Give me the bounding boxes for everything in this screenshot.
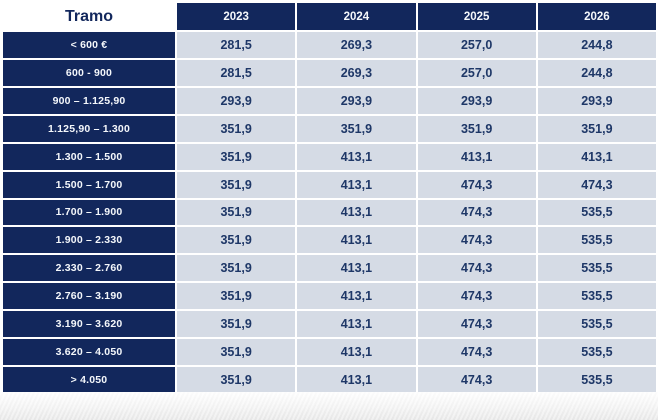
year-header: 2023 <box>177 3 296 30</box>
value-cell: 293,9 <box>297 87 416 114</box>
value-cell: 413,1 <box>297 227 416 254</box>
value-cell: 474,3 <box>537 171 656 198</box>
row-label: > 4.050 <box>3 367 175 393</box>
value-cell: 535,5 <box>537 227 656 254</box>
row-label: 1.125,90 – 1.300 <box>3 115 175 142</box>
value-cell: 293,9 <box>417 87 536 114</box>
value-cell: 351,9 <box>177 311 296 338</box>
row-label: 2.760 – 3.190 <box>3 283 175 310</box>
value-cell: 535,5 <box>537 311 656 338</box>
value-cell: 244,8 <box>537 32 656 58</box>
value-cell: 351,9 <box>177 227 296 254</box>
value-cell: 351,9 <box>177 339 296 366</box>
row-label: 2.330 – 2.760 <box>3 255 175 282</box>
value-cell: 351,9 <box>177 171 296 198</box>
value-cell: 535,5 <box>537 255 656 282</box>
value-cell: 474,3 <box>417 227 536 254</box>
value-cell: 351,9 <box>177 255 296 282</box>
value-cell: 293,9 <box>177 87 296 114</box>
value-cell: 535,5 <box>537 339 656 366</box>
value-cell: 535,5 <box>537 367 656 393</box>
row-label: 3.620 – 4.050 <box>3 339 175 366</box>
value-cell: 474,3 <box>417 199 536 226</box>
value-cell: 474,3 <box>417 339 536 366</box>
row-label: 900 – 1.125,90 <box>3 87 175 114</box>
value-cell: 281,5 <box>177 32 296 58</box>
value-cell: 474,3 <box>417 283 536 310</box>
value-cell: 257,0 <box>417 59 536 86</box>
year-header: 2026 <box>537 3 656 30</box>
value-cell: 474,3 <box>417 171 536 198</box>
value-cell: 293,9 <box>537 87 656 114</box>
value-cell: 413,1 <box>537 143 656 170</box>
value-cell: 413,1 <box>297 283 416 310</box>
row-label: 1.500 – 1.700 <box>3 171 175 198</box>
value-cell: 269,3 <box>297 32 416 58</box>
row-label: 1.700 – 1.900 <box>3 199 175 226</box>
value-cell: 351,9 <box>177 367 296 393</box>
value-cell: 535,5 <box>537 283 656 310</box>
value-cell: 413,1 <box>297 339 416 366</box>
value-cell: 351,9 <box>177 283 296 310</box>
value-cell: 474,3 <box>417 255 536 282</box>
value-cell: 244,8 <box>537 59 656 86</box>
value-cell: 413,1 <box>297 143 416 170</box>
value-cell: 413,1 <box>417 143 536 170</box>
value-cell: 413,1 <box>297 171 416 198</box>
value-cell: 351,9 <box>177 199 296 226</box>
value-cell: 413,1 <box>297 255 416 282</box>
table-corner-header: Tramo <box>3 3 175 30</box>
row-label: < 600 € <box>3 32 175 58</box>
value-cell: 281,5 <box>177 59 296 86</box>
tariff-table: Tramo 2023 2024 2025 2026 < 600 €281,5 269,3 2… <box>3 3 656 393</box>
value-cell: 535,5 <box>537 199 656 226</box>
value-cell: 474,3 <box>417 311 536 338</box>
row-label: 3.190 – 3.620 <box>3 311 175 338</box>
value-cell: 413,1 <box>297 311 416 338</box>
value-cell: 351,9 <box>177 143 296 170</box>
value-cell: 257,0 <box>417 32 536 58</box>
value-cell: 269,3 <box>297 59 416 86</box>
row-label: 1.300 – 1.500 <box>3 143 175 170</box>
value-cell: 351,9 <box>297 115 416 142</box>
value-cell: 413,1 <box>297 367 416 393</box>
year-header: 2025 <box>417 3 536 30</box>
value-cell: 351,9 <box>177 115 296 142</box>
slide-bottom-gradient <box>0 392 658 420</box>
value-cell: 351,9 <box>417 115 536 142</box>
value-cell: 351,9 <box>537 115 656 142</box>
row-label: 1.900 – 2.330 <box>3 227 175 254</box>
row-label: 600 - 900 <box>3 59 175 86</box>
value-cell: 474,3 <box>417 367 536 393</box>
value-cell: 413,1 <box>297 199 416 226</box>
year-header: 2024 <box>297 3 416 30</box>
